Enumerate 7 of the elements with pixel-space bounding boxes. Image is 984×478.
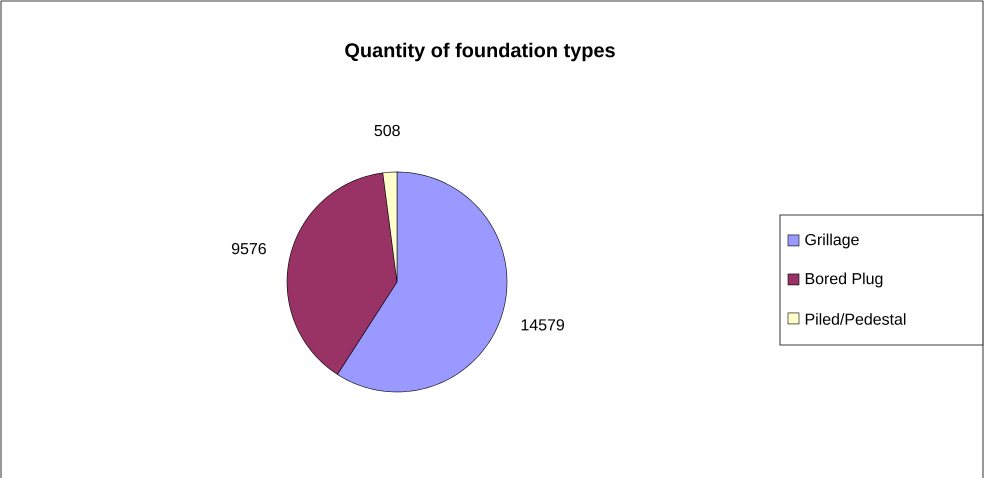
data-label: 508: [374, 124, 400, 136]
chart-title: Quantity of foundation types: [345, 42, 615, 62]
data-label: 14579: [522, 319, 564, 330]
legend-label: Grillage: [805, 234, 859, 248]
legend-label: Bored Plug: [806, 272, 882, 288]
legend-label: Piled/Pedestal: [806, 313, 906, 325]
data-label: 9576: [232, 242, 266, 254]
